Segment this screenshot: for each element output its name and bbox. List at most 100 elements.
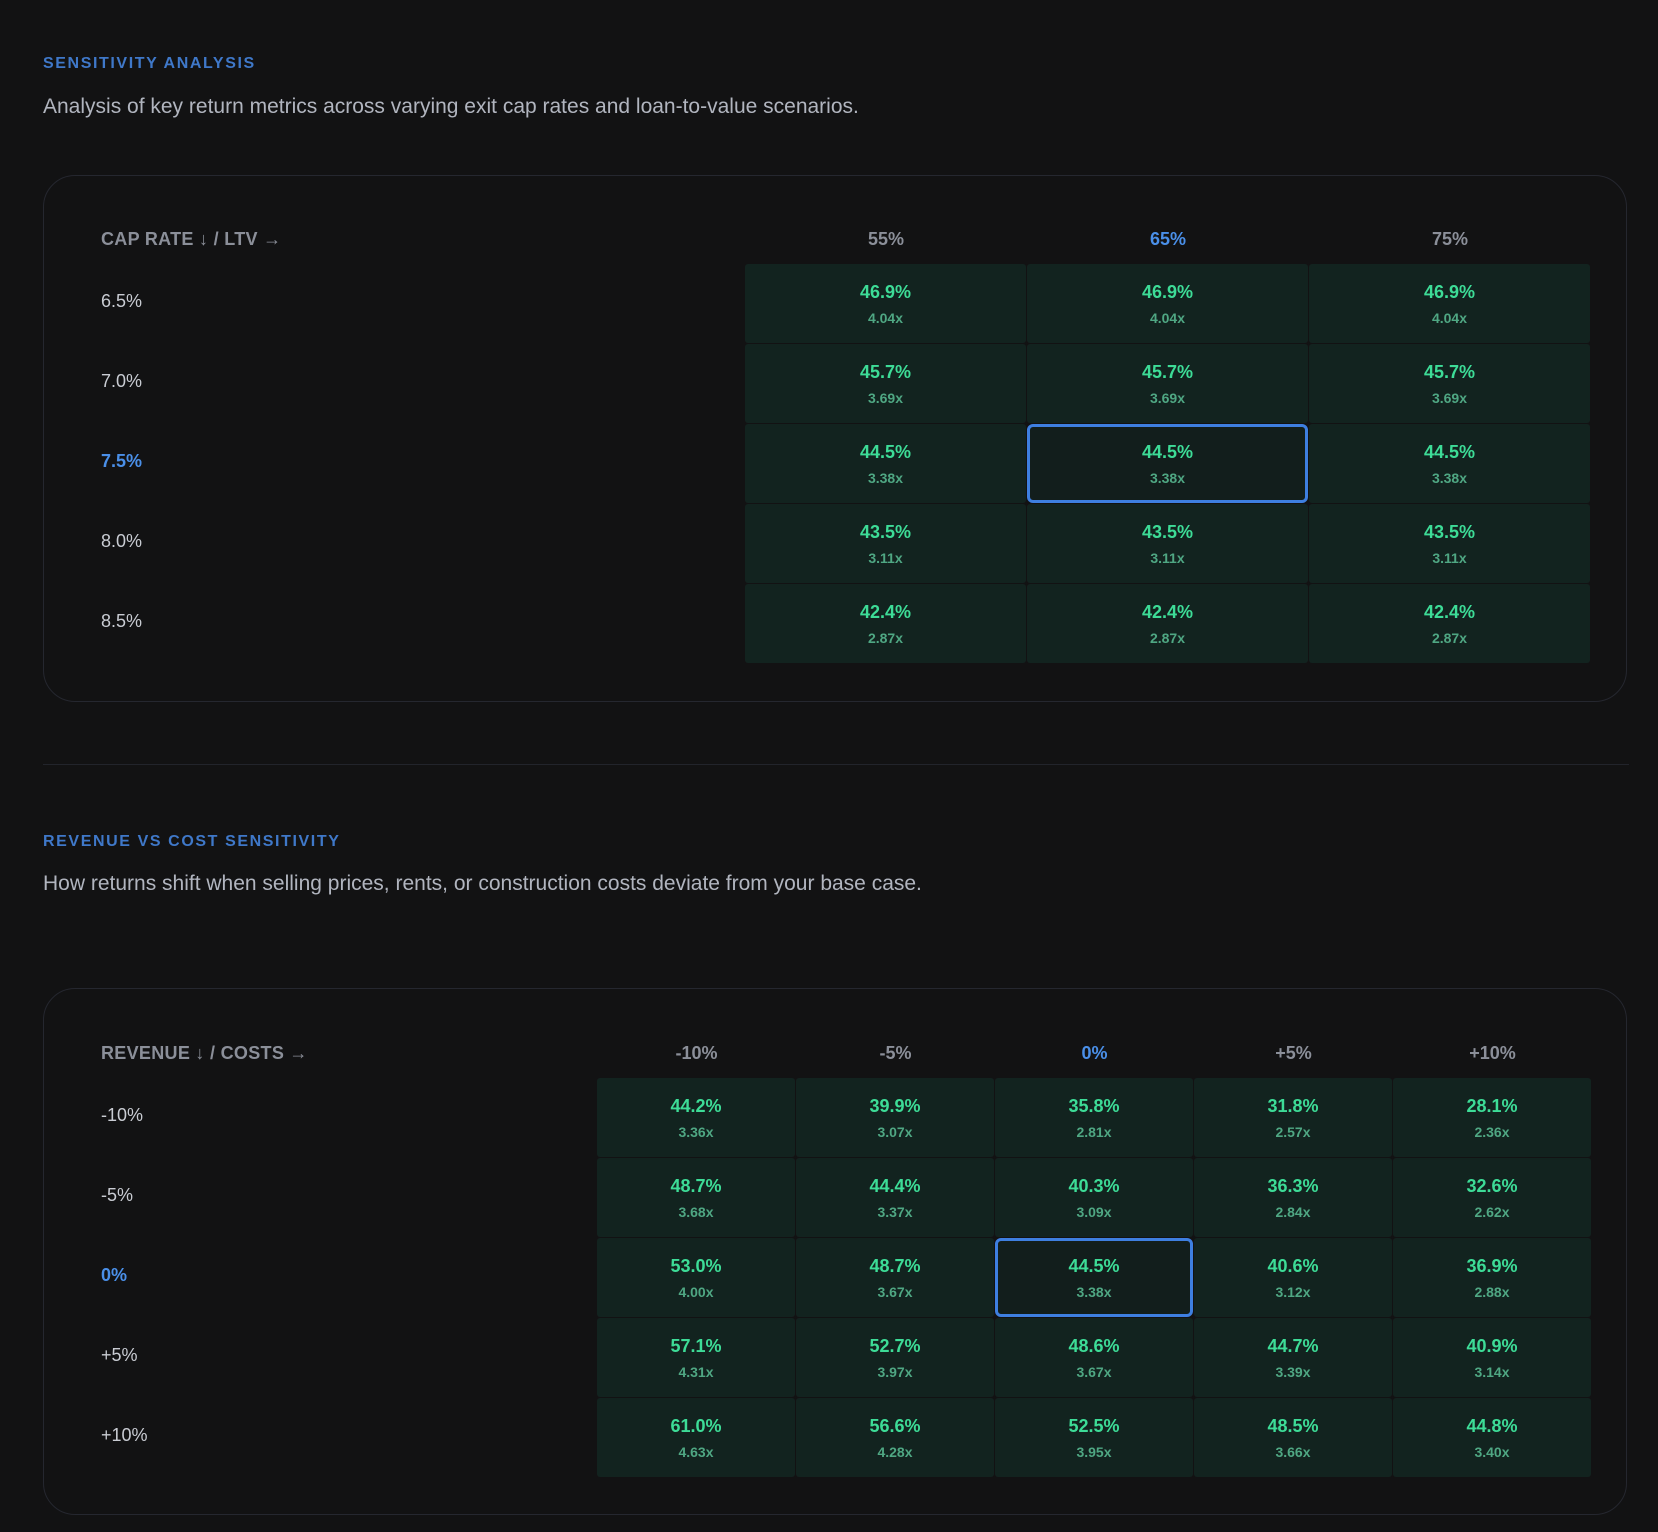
sensitivity-cell[interactable]: 46.9% 4.04x [1027,264,1308,343]
sensitivity-cell[interactable]: 28.1% 2.36x [1393,1078,1591,1157]
irr-value: 42.4% [1141,602,1194,622]
sensitivity-cell[interactable]: 36.9% 2.88x [1393,1238,1591,1317]
sensitivity-cell[interactable]: 43.5% 3.11x [1027,504,1308,583]
cap-rate-ltv-table: CAP RATE ↓ / LTV → 55% 65% 75% 6.5% 46.9% 4.0… [43,175,1627,702]
column-header: -5% [879,1043,912,1063]
irr-value: 36.9% [1466,1256,1518,1276]
equity-multiple-value: 3.66x [1275,1444,1311,1460]
sensitivity-cell[interactable]: 40.9% 3.14x [1393,1318,1591,1397]
equity-multiple-value: 3.38x [1076,1284,1112,1300]
sensitivity-cell[interactable]: 44.5% 3.38x [1309,424,1590,503]
irr-value: 44.8% [1466,1416,1518,1436]
equity-multiple-value: 3.67x [877,1284,913,1300]
irr-value: 45.7% [1141,362,1194,382]
irr-value: 46.9% [859,282,912,302]
row-header: 7.0% [101,371,143,391]
sensitivity-cell[interactable]: 45.7% 3.69x [745,344,1026,423]
sensitivity-cell[interactable]: 43.5% 3.11x [1309,504,1590,583]
sensitivity-cell[interactable]: 40.3% 3.09x [995,1158,1193,1237]
irr-value: 48.7% [670,1176,722,1196]
irr-value: 52.5% [1068,1416,1120,1436]
irr-value: 56.6% [869,1416,921,1436]
sensitivity-cell[interactable]: 45.7% 3.69x [1027,344,1308,423]
irr-value: 48.5% [1267,1416,1319,1436]
irr-value: 48.7% [869,1256,921,1276]
irr-value: 48.6% [1068,1336,1120,1356]
equity-multiple-value: 3.11x [1432,550,1467,566]
sensitivity-cell[interactable]: 45.7% 3.69x [1309,344,1590,423]
column-header: 65% [1149,229,1187,249]
equity-multiple-value: 3.67x [1076,1364,1112,1380]
section-description-sensitivity: Analysis of key return metrics across va… [43,95,859,118]
equity-multiple-value: 3.69x [1431,390,1468,406]
irr-value: 32.6% [1466,1176,1518,1196]
sensitivity-cell[interactable]: 32.6% 2.62x [1393,1158,1591,1237]
sensitivity-cell[interactable]: 44.8% 3.40x [1393,1398,1591,1477]
base-case-cell[interactable]: 44.5% 3.38x [1027,424,1308,503]
equity-multiple-value: 3.37x [877,1204,913,1220]
irr-value: 52.7% [869,1336,921,1356]
sensitivity-cell[interactable]: 53.0% 4.00x [597,1238,795,1317]
irr-value: 45.7% [1423,362,1476,382]
column-header: +5% [1275,1043,1312,1063]
equity-multiple-value: 3.12x [1275,1284,1311,1300]
sensitivity-cell[interactable]: 57.1% 4.31x [597,1318,795,1397]
sensitivity-cell[interactable]: 40.6% 3.12x [1194,1238,1392,1317]
equity-multiple-value: 3.14x [1474,1364,1510,1380]
sensitivity-cell[interactable]: 42.4% 2.87x [745,584,1026,663]
sensitivity-cell[interactable]: 56.6% 4.28x [796,1398,994,1477]
sensitivity-cell[interactable]: 52.7% 3.97x [796,1318,994,1397]
equity-multiple-value: 2.87x [1149,630,1186,646]
sensitivity-cell[interactable]: 46.9% 4.04x [1309,264,1590,343]
equity-multiple-value: 4.00x [678,1284,714,1300]
irr-value: 28.1% [1466,1096,1518,1116]
table-corner-label: CAP RATE ↓ / LTV → [101,229,282,249]
equity-multiple-value: 3.11x [1150,550,1185,566]
equity-multiple-value: 3.40x [1474,1444,1510,1460]
sensitivity-cell[interactable]: 42.4% 2.87x [1309,584,1590,663]
equity-multiple-value: 4.63x [678,1444,714,1460]
sensitivity-cell[interactable]: 52.5% 3.95x [995,1398,1193,1477]
equity-multiple-value: 3.69x [1149,390,1186,406]
equity-multiple-value: 3.07x [877,1124,913,1140]
sensitivity-cell[interactable]: 44.5% 3.38x [745,424,1026,503]
irr-value: 61.0% [670,1416,722,1436]
equity-multiple-value: 2.57x [1275,1124,1311,1140]
sensitivity-cell[interactable]: 43.5% 3.11x [745,504,1026,583]
equity-multiple-value: 2.88x [1474,1284,1510,1300]
column-header: -10% [675,1043,718,1063]
irr-value: 44.2% [670,1096,722,1116]
equity-multiple-value: 4.31x [678,1364,714,1380]
equity-multiple-value: 3.36x [678,1124,714,1140]
sensitivity-cell[interactable]: 61.0% 4.63x [597,1398,795,1477]
irr-value: 43.5% [1423,522,1476,542]
equity-multiple-value: 4.28x [877,1444,913,1460]
sensitivity-cell[interactable]: 46.9% 4.04x [745,264,1026,343]
sensitivity-cell[interactable]: 48.5% 3.66x [1194,1398,1392,1477]
irr-value: 40.6% [1267,1256,1319,1276]
sensitivity-cell[interactable]: 48.7% 3.67x [796,1238,994,1317]
base-case-cell[interactable]: 44.5% 3.38x [995,1238,1193,1317]
irr-value: 39.9% [869,1096,921,1116]
sensitivity-cell[interactable]: 44.7% 3.39x [1194,1318,1392,1397]
sensitivity-cell[interactable]: 44.2% 3.36x [597,1078,795,1157]
sensitivity-cell[interactable]: 39.9% 3.07x [796,1078,994,1157]
sensitivity-cell[interactable]: 44.4% 3.37x [796,1158,994,1237]
equity-multiple-value: 2.81x [1076,1124,1112,1140]
sensitivity-cell[interactable]: 48.7% 3.68x [597,1158,795,1237]
row-header: +5% [101,1345,138,1365]
sensitivity-cell[interactable]: 31.8% 2.57x [1194,1078,1392,1157]
irr-value: 44.5% [859,442,912,462]
sensitivity-cell[interactable]: 48.6% 3.67x [995,1318,1193,1397]
section-divider [43,764,1629,765]
irr-value: 36.3% [1267,1176,1319,1196]
sensitivity-cell[interactable]: 35.8% 2.81x [995,1078,1193,1157]
irr-value: 43.5% [859,522,912,542]
equity-multiple-value: 2.36x [1474,1124,1510,1140]
sensitivity-cell[interactable]: 42.4% 2.87x [1027,584,1308,663]
irr-value: 45.7% [859,362,912,382]
equity-multiple-value: 2.87x [1431,630,1468,646]
equity-multiple-value: 2.87x [867,630,904,646]
sensitivity-cell[interactable]: 36.3% 2.84x [1194,1158,1392,1237]
